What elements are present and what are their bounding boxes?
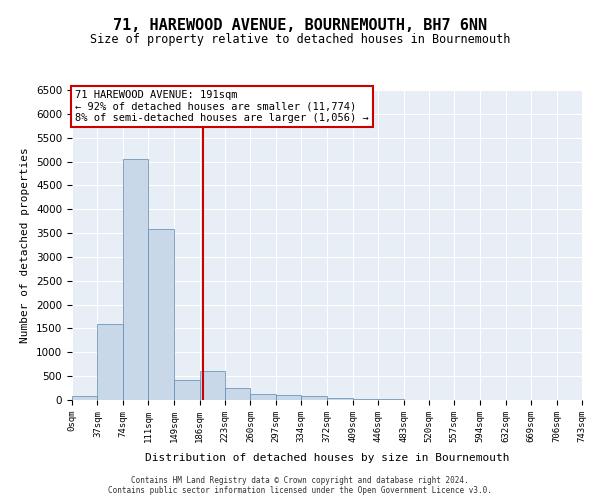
Bar (301, 396, 328, 400)
Bar (174, 380, 200, 400)
Bar (250, 394, 276, 400)
Y-axis label: Number of detached properties: Number of detached properties (20, 147, 31, 343)
Text: 71, HAREWOOD AVENUE, BOURNEMOUTH, BH7 6NN: 71, HAREWOOD AVENUE, BOURNEMOUTH, BH7 6N… (113, 18, 487, 32)
Bar (353, 399, 378, 400)
Bar (225, 388, 250, 400)
Bar (148, 230, 174, 400)
Bar (97, 324, 123, 400)
Bar (328, 398, 353, 400)
Bar (276, 395, 301, 400)
Text: Size of property relative to detached houses in Bournemouth: Size of property relative to detached ho… (90, 32, 510, 46)
Text: Contains HM Land Registry data © Crown copyright and database right 2024.
Contai: Contains HM Land Registry data © Crown c… (108, 476, 492, 495)
Bar (123, 159, 148, 400)
X-axis label: Distribution of detached houses by size in Bournemouth: Distribution of detached houses by size … (145, 453, 509, 463)
Bar (200, 372, 225, 400)
Text: 71 HAREWOOD AVENUE: 191sqm
← 92% of detached houses are smaller (11,774)
8% of s: 71 HAREWOOD AVENUE: 191sqm ← 92% of deta… (76, 90, 369, 123)
Bar (72, 396, 97, 400)
